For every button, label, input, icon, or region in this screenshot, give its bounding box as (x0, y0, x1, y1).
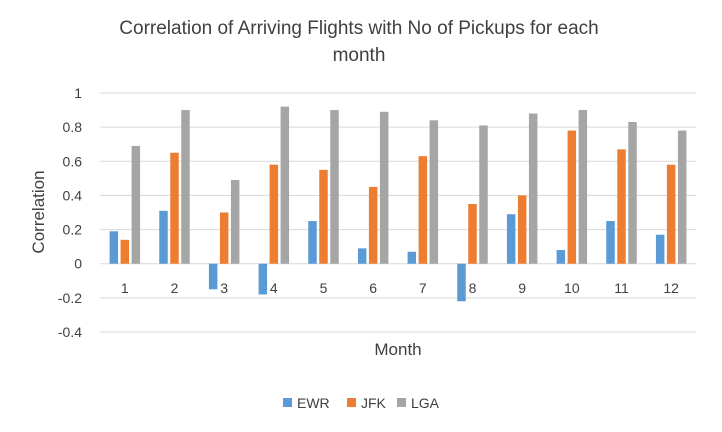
bar-lga-10 (578, 110, 588, 264)
x-tick-labels: 1 2 3 4 5 6 7 8 9 10 11 12 (121, 280, 679, 296)
y-axis-title: Correlation (29, 170, 48, 253)
legend-label: EWR (297, 395, 330, 411)
bar-lga-3 (230, 180, 240, 264)
bar-lga-5 (330, 110, 339, 264)
bar-lga-7 (429, 120, 439, 264)
bar-jfk-5 (319, 169, 328, 264)
x-tick-label: 7 (419, 280, 427, 296)
y-tick-label: 0.8 (63, 119, 83, 135)
bar-ewr-12 (655, 234, 665, 264)
bar-jfk-7 (418, 156, 428, 264)
x-tick-label: 1 (121, 280, 129, 296)
bar-jfk-9 (517, 195, 527, 264)
y-tick-label: -0.4 (58, 324, 82, 340)
y-tick-label: 0.2 (63, 222, 83, 238)
x-tick-label: 2 (171, 280, 179, 296)
bar-jfk-12 (666, 164, 676, 264)
bar-ewr-6 (357, 248, 367, 264)
legend: EWR JFK LGA (283, 395, 440, 411)
chart-title-line-2: month (333, 45, 386, 66)
x-tick-label: 3 (220, 280, 228, 296)
x-tick-label: 8 (469, 280, 477, 296)
legend-swatch (397, 398, 406, 407)
x-tick-label: 11 (614, 280, 629, 296)
legend-item-lga: LGA (397, 395, 440, 411)
bar-lga-8 (479, 125, 488, 264)
bar-ewr-2 (159, 210, 168, 264)
legend-swatch (283, 398, 292, 407)
bar-lga-12 (677, 130, 687, 264)
bar-ewr-7 (407, 251, 417, 264)
y-tick-label: 0 (74, 256, 82, 272)
bar-ewr-10 (556, 250, 566, 264)
legend-label: LGA (411, 395, 440, 411)
legend-item-jfk: JFK (347, 395, 387, 411)
legend-item-ewr: EWR (283, 395, 330, 411)
bar-lga-1 (131, 145, 141, 264)
gridlines (100, 92, 696, 333)
bar-jfk-3 (219, 212, 229, 264)
bar-lga-9 (528, 113, 538, 264)
x-tick-label: 9 (518, 280, 526, 296)
bar-lga-2 (181, 110, 190, 264)
bar-jfk-6 (368, 186, 378, 264)
bar-jfk-10 (567, 130, 577, 264)
bar-jfk-11 (617, 149, 626, 264)
bar-ewr-8 (457, 263, 466, 302)
bars (109, 106, 687, 302)
y-tick-label: 1 (74, 85, 82, 101)
y-tick-label: 0.4 (63, 187, 83, 203)
x-tick-label: 6 (369, 280, 377, 296)
x-axis-title: Month (374, 340, 421, 359)
legend-swatch (347, 398, 356, 407)
x-tick-label: 10 (564, 280, 580, 296)
x-tick-label: 5 (320, 280, 328, 296)
bar-ewr-3 (208, 263, 218, 290)
bar-ewr-9 (506, 214, 516, 264)
chart-title: Correlation of Arriving Flights with No … (119, 18, 598, 66)
bar-lga-6 (379, 111, 389, 264)
bar-jfk-1 (120, 239, 130, 264)
bar-ewr-4 (258, 263, 268, 295)
bar-ewr-1 (109, 231, 119, 264)
x-tick-label: 4 (270, 280, 278, 296)
legend-label: JFK (361, 395, 387, 411)
y-tick-label: -0.2 (58, 290, 82, 306)
bar-jfk-4 (269, 164, 279, 264)
bar-ewr-5 (308, 221, 317, 264)
y-tick-label: 0.6 (63, 153, 83, 169)
bar-ewr-11 (606, 221, 615, 264)
y-tick-labels: 1 0.8 0.6 0.4 0.2 0 -0.2 -0.4 (58, 85, 82, 340)
x-tick-label: 12 (663, 280, 679, 296)
bar-lga-11 (628, 122, 637, 264)
bar-jfk-8 (468, 203, 477, 264)
chart-title-line-1: Correlation of Arriving Flights with No … (119, 18, 598, 39)
bar-jfk-2 (170, 152, 179, 264)
bar-lga-4 (280, 106, 290, 264)
